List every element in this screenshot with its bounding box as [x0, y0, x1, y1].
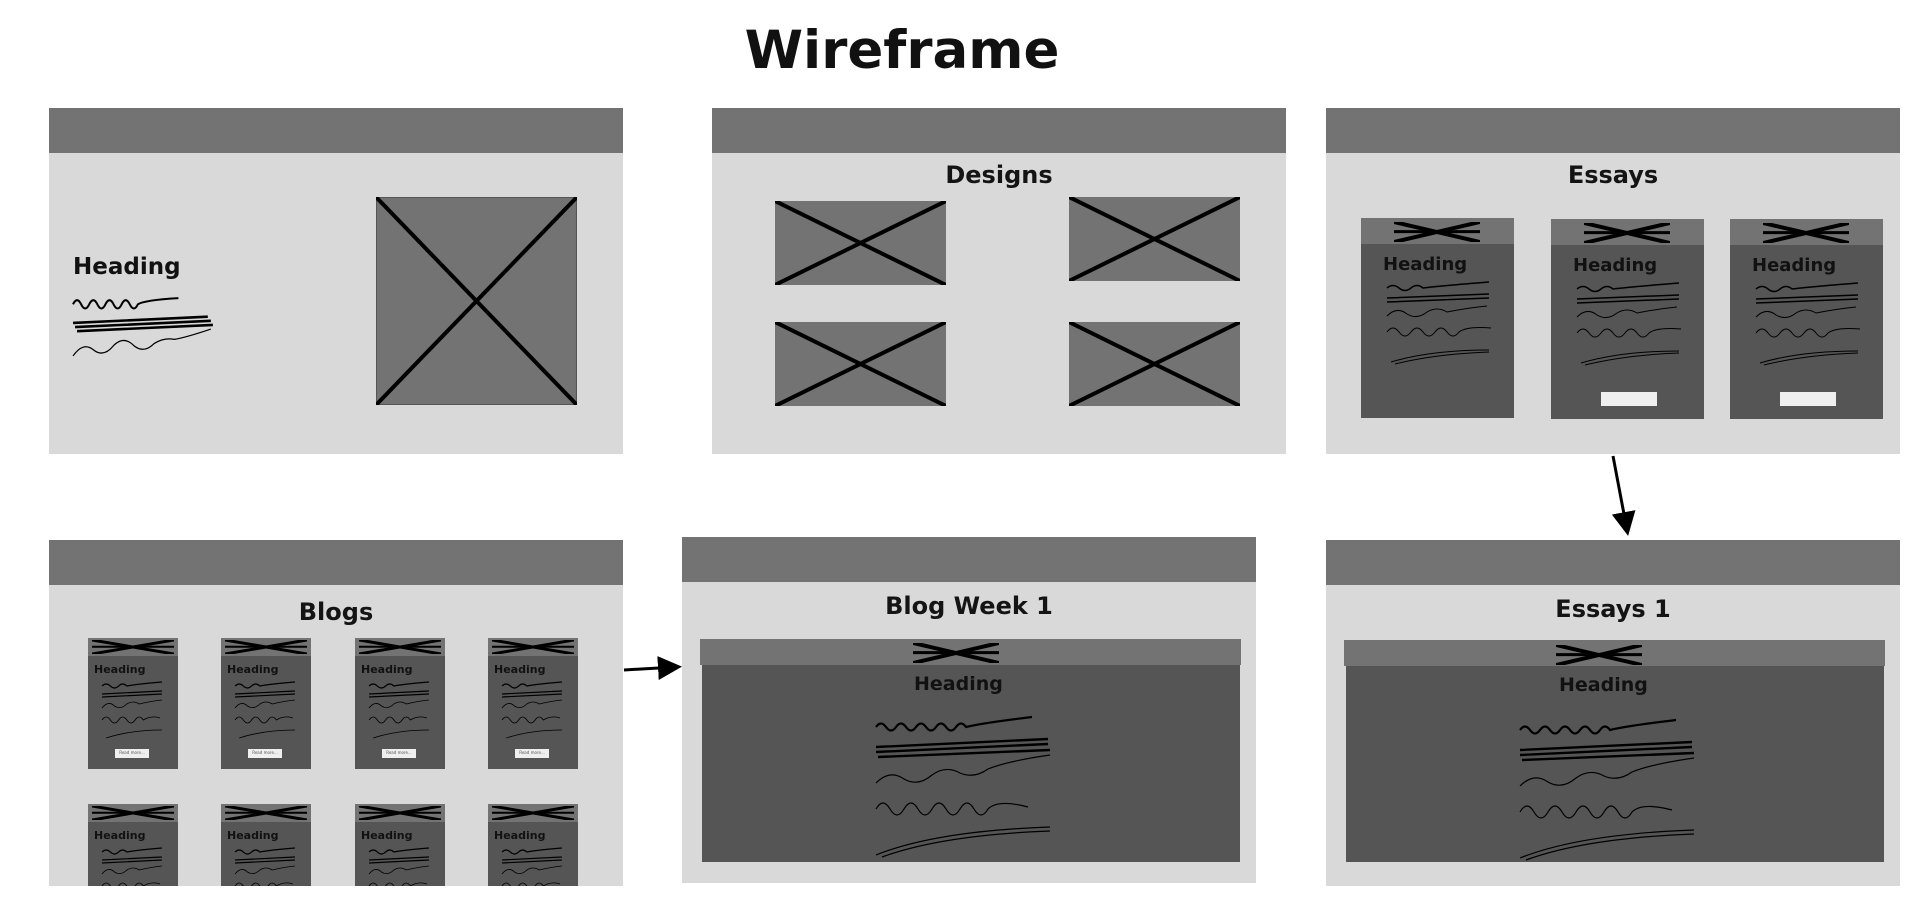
image-placeholder-icon: [92, 806, 174, 820]
image-placeholder-icon: [1394, 222, 1480, 242]
blog-card[interactable]: Heading: [88, 804, 178, 886]
image-placeholder-icon: [376, 197, 577, 405]
read-more-button[interactable]: Read more...: [115, 749, 149, 758]
image-placeholder-icon: [1069, 197, 1240, 281]
read-more-button[interactable]: [1601, 392, 1657, 406]
blog-card-heading: Heading: [227, 663, 279, 676]
blog-card-heading: Heading: [227, 829, 279, 842]
frame-header-bar: [712, 108, 1286, 153]
frame-essays: Essays Heading Heading Heading: [1326, 108, 1900, 454]
text-scribble-icon: [233, 847, 297, 886]
frame-essays-1: Essays 1 Heading: [1326, 540, 1900, 886]
frame-header-bar: [49, 540, 623, 585]
text-scribble-icon: [100, 681, 164, 742]
frame-header-bar: [49, 108, 623, 153]
blog-card-heading: Heading: [361, 663, 413, 676]
text-scribble-icon: [1518, 718, 1696, 862]
blog-card-heading: Heading: [94, 829, 146, 842]
blog-card[interactable]: Heading: [488, 804, 578, 886]
read-more-button[interactable]: [1780, 392, 1836, 406]
blog-card[interactable]: Heading: [355, 804, 445, 886]
blog-card[interactable]: Heading Read more...: [488, 638, 578, 769]
arrow-essays-to-essays-1: [1611, 455, 1636, 536]
blog-post-heading: Heading: [914, 673, 1003, 695]
frame-header-bar: [1326, 108, 1900, 153]
read-more-button[interactable]: Read more...: [515, 749, 549, 758]
text-scribble-icon: [874, 715, 1052, 859]
frame-home: Heading: [49, 108, 623, 454]
page-title: Wireframe: [744, 20, 1060, 81]
blogs-title: Blogs: [298, 598, 374, 626]
blog-card-heading: Heading: [94, 663, 146, 676]
image-placeholder-icon: [1584, 223, 1670, 243]
essay-card-heading: Heading: [1383, 254, 1468, 275]
image-placeholder-icon: [359, 806, 441, 820]
essay-card[interactable]: Heading: [1551, 219, 1704, 419]
blog-card[interactable]: Heading Read more...: [355, 638, 445, 769]
designs-title: Designs: [945, 161, 1053, 189]
essay-post-panel: Heading: [1344, 640, 1885, 862]
frame-header-bar: [682, 537, 1256, 582]
text-scribble-icon: [367, 847, 431, 886]
essay-card[interactable]: Heading: [1730, 219, 1883, 419]
image-placeholder-icon: [775, 201, 946, 285]
image-placeholder-icon: [775, 322, 946, 406]
blog-post-panel: Heading: [700, 639, 1241, 862]
frame-blog-week-1: Blog Week 1 Heading: [682, 537, 1256, 883]
blog-card-heading: Heading: [494, 829, 546, 842]
blog-card[interactable]: Heading: [221, 804, 311, 886]
image-placeholder-icon: [92, 640, 174, 654]
image-placeholder-icon: [1763, 223, 1849, 243]
read-more-button[interactable]: Read more...: [248, 749, 282, 758]
frame-header-bar: [1326, 540, 1900, 585]
image-placeholder-icon: [1069, 322, 1240, 406]
text-scribble-icon: [500, 681, 564, 742]
text-scribble-icon: [1575, 282, 1682, 367]
text-scribble-icon: [233, 681, 297, 742]
essays-title: Essays: [1567, 161, 1659, 189]
image-placeholder-icon: [492, 806, 574, 820]
blog-week-1-title: Blog Week 1: [885, 592, 1053, 620]
image-placeholder-icon: [225, 806, 307, 820]
blog-card-heading: Heading: [361, 829, 413, 842]
essay-card[interactable]: Heading: [1361, 218, 1514, 418]
frame-designs: Designs: [712, 108, 1286, 454]
text-scribble-icon: [1754, 282, 1861, 367]
text-scribble-icon: [100, 847, 164, 886]
text-scribble-icon: [1385, 281, 1492, 366]
image-placeholder-icon: [225, 640, 307, 654]
blog-card-heading: Heading: [494, 663, 546, 676]
image-placeholder-icon: [913, 643, 999, 663]
blog-card[interactable]: Heading Read more...: [88, 638, 178, 769]
essay-post-heading: Heading: [1559, 674, 1648, 696]
image-placeholder-icon: [359, 640, 441, 654]
read-more-button[interactable]: Read more...: [382, 749, 416, 758]
text-scribble-icon: [367, 681, 431, 742]
image-placeholder-icon: [492, 640, 574, 654]
home-heading: Heading: [73, 254, 181, 280]
text-scribble-icon: [71, 294, 223, 358]
blog-card[interactable]: Heading Read more...: [221, 638, 311, 769]
image-placeholder-icon: [1556, 645, 1642, 665]
essay-card-heading: Heading: [1752, 255, 1837, 276]
essays-1-title: Essays 1: [1555, 595, 1671, 623]
frame-blogs: Blogs Heading Read more... Heading Read mor…: [49, 540, 623, 886]
text-scribble-icon: [500, 847, 564, 886]
arrow-blogs-to-blog-week-1: [623, 656, 682, 681]
essay-card-heading: Heading: [1573, 255, 1658, 276]
